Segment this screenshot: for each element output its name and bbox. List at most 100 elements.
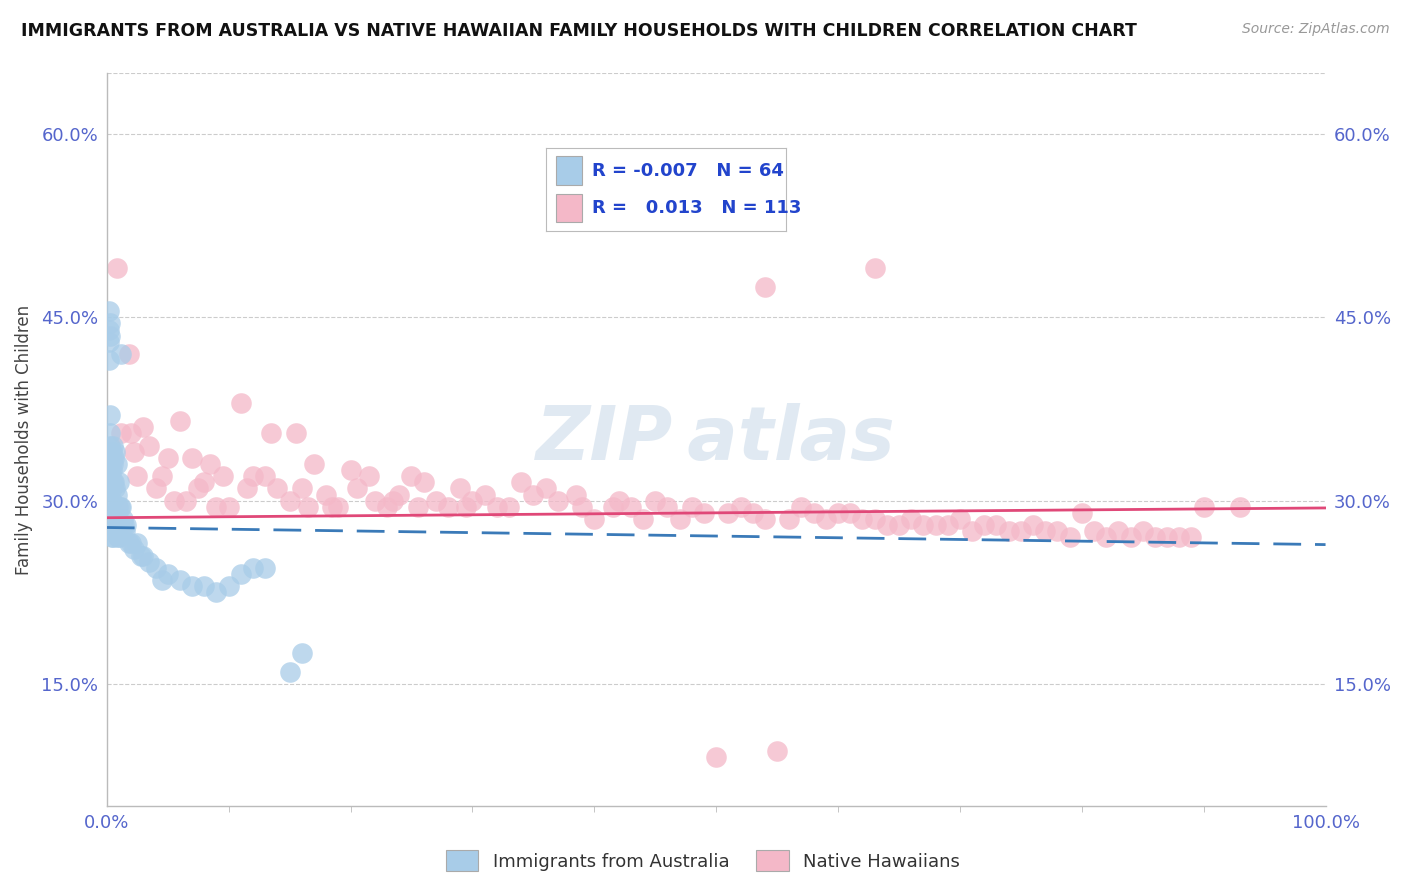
- Point: [449, 482, 471, 496]
- Point: [100, 328, 122, 343]
- Point: [498, 500, 520, 514]
- Point: [127, 469, 149, 483]
- Point: [315, 487, 337, 501]
- Point: [949, 512, 972, 526]
- Text: R =   0.013   N = 113: R = 0.013 N = 113: [592, 199, 801, 217]
- Point: [986, 518, 1008, 533]
- Point: [98, 334, 121, 349]
- Point: [205, 500, 228, 514]
- Point: [107, 500, 129, 514]
- Legend: Immigrants from Australia, Native Hawaiians: Immigrants from Australia, Native Hawaii…: [439, 843, 967, 879]
- Point: [181, 450, 204, 465]
- Point: [1095, 530, 1118, 544]
- Point: [100, 475, 122, 490]
- Point: [827, 506, 849, 520]
- Point: [1119, 530, 1142, 544]
- Point: [620, 500, 643, 514]
- Point: [254, 561, 277, 575]
- Point: [229, 566, 252, 581]
- Point: [218, 500, 240, 514]
- Point: [101, 439, 124, 453]
- Point: [120, 536, 142, 550]
- Point: [887, 518, 910, 533]
- Point: [122, 542, 145, 557]
- Point: [1046, 524, 1069, 538]
- Point: [1010, 524, 1032, 538]
- Point: [193, 579, 215, 593]
- Point: [1059, 530, 1081, 544]
- Point: [291, 646, 314, 660]
- Y-axis label: Family Households with Children: Family Households with Children: [15, 304, 32, 574]
- Point: [150, 469, 173, 483]
- Point: [127, 536, 149, 550]
- Point: [169, 414, 191, 428]
- Point: [108, 475, 131, 490]
- Point: [98, 304, 121, 318]
- Point: [412, 475, 434, 490]
- Point: [644, 493, 666, 508]
- Point: [218, 579, 240, 593]
- Point: [150, 573, 173, 587]
- Point: [382, 493, 405, 508]
- Point: [156, 566, 179, 581]
- Point: [105, 261, 128, 276]
- Text: IMMIGRANTS FROM AUSTRALIA VS NATIVE HAWAIIAN FAMILY HOUSEHOLDS WITH CHILDREN COR: IMMIGRANTS FROM AUSTRALIA VS NATIVE HAWA…: [21, 22, 1137, 40]
- Point: [120, 426, 142, 441]
- Point: [851, 512, 873, 526]
- Point: [101, 512, 124, 526]
- Point: [100, 408, 122, 422]
- Point: [485, 500, 508, 514]
- Point: [754, 280, 776, 294]
- Point: [100, 512, 122, 526]
- Point: [110, 500, 132, 514]
- Point: [302, 457, 325, 471]
- Point: [122, 444, 145, 458]
- Point: [375, 500, 398, 514]
- Text: Source: ZipAtlas.com: Source: ZipAtlas.com: [1241, 22, 1389, 37]
- Point: [973, 518, 995, 533]
- Point: [100, 530, 122, 544]
- Point: [114, 524, 136, 538]
- Point: [200, 457, 222, 471]
- Point: [997, 524, 1019, 538]
- Point: [583, 512, 606, 526]
- Point: [474, 487, 496, 501]
- Point: [100, 500, 122, 514]
- Point: [1083, 524, 1105, 538]
- Point: [132, 420, 155, 434]
- Point: [321, 500, 343, 514]
- Point: [145, 561, 167, 575]
- Point: [105, 457, 128, 471]
- Point: [754, 512, 776, 526]
- Point: [803, 506, 825, 520]
- Point: [104, 482, 127, 496]
- Point: [328, 500, 350, 514]
- Point: [406, 500, 429, 514]
- Point: [631, 512, 654, 526]
- Point: [104, 444, 127, 458]
- Point: [863, 512, 886, 526]
- Point: [100, 439, 122, 453]
- Point: [254, 469, 277, 483]
- Point: [110, 347, 132, 361]
- Point: [437, 500, 460, 514]
- Point: [108, 500, 131, 514]
- Point: [132, 549, 155, 563]
- Point: [1229, 500, 1251, 514]
- Point: [105, 518, 128, 533]
- Point: [730, 500, 752, 514]
- Point: [278, 493, 301, 508]
- Point: [912, 518, 935, 533]
- Point: [110, 426, 132, 441]
- FancyBboxPatch shape: [555, 156, 582, 185]
- FancyBboxPatch shape: [555, 194, 582, 221]
- Point: [100, 482, 122, 496]
- Point: [1168, 530, 1191, 544]
- Point: [260, 426, 283, 441]
- Point: [100, 457, 122, 471]
- Point: [425, 493, 447, 508]
- Point: [704, 750, 727, 764]
- Point: [900, 512, 922, 526]
- Point: [863, 261, 886, 276]
- Point: [104, 524, 127, 538]
